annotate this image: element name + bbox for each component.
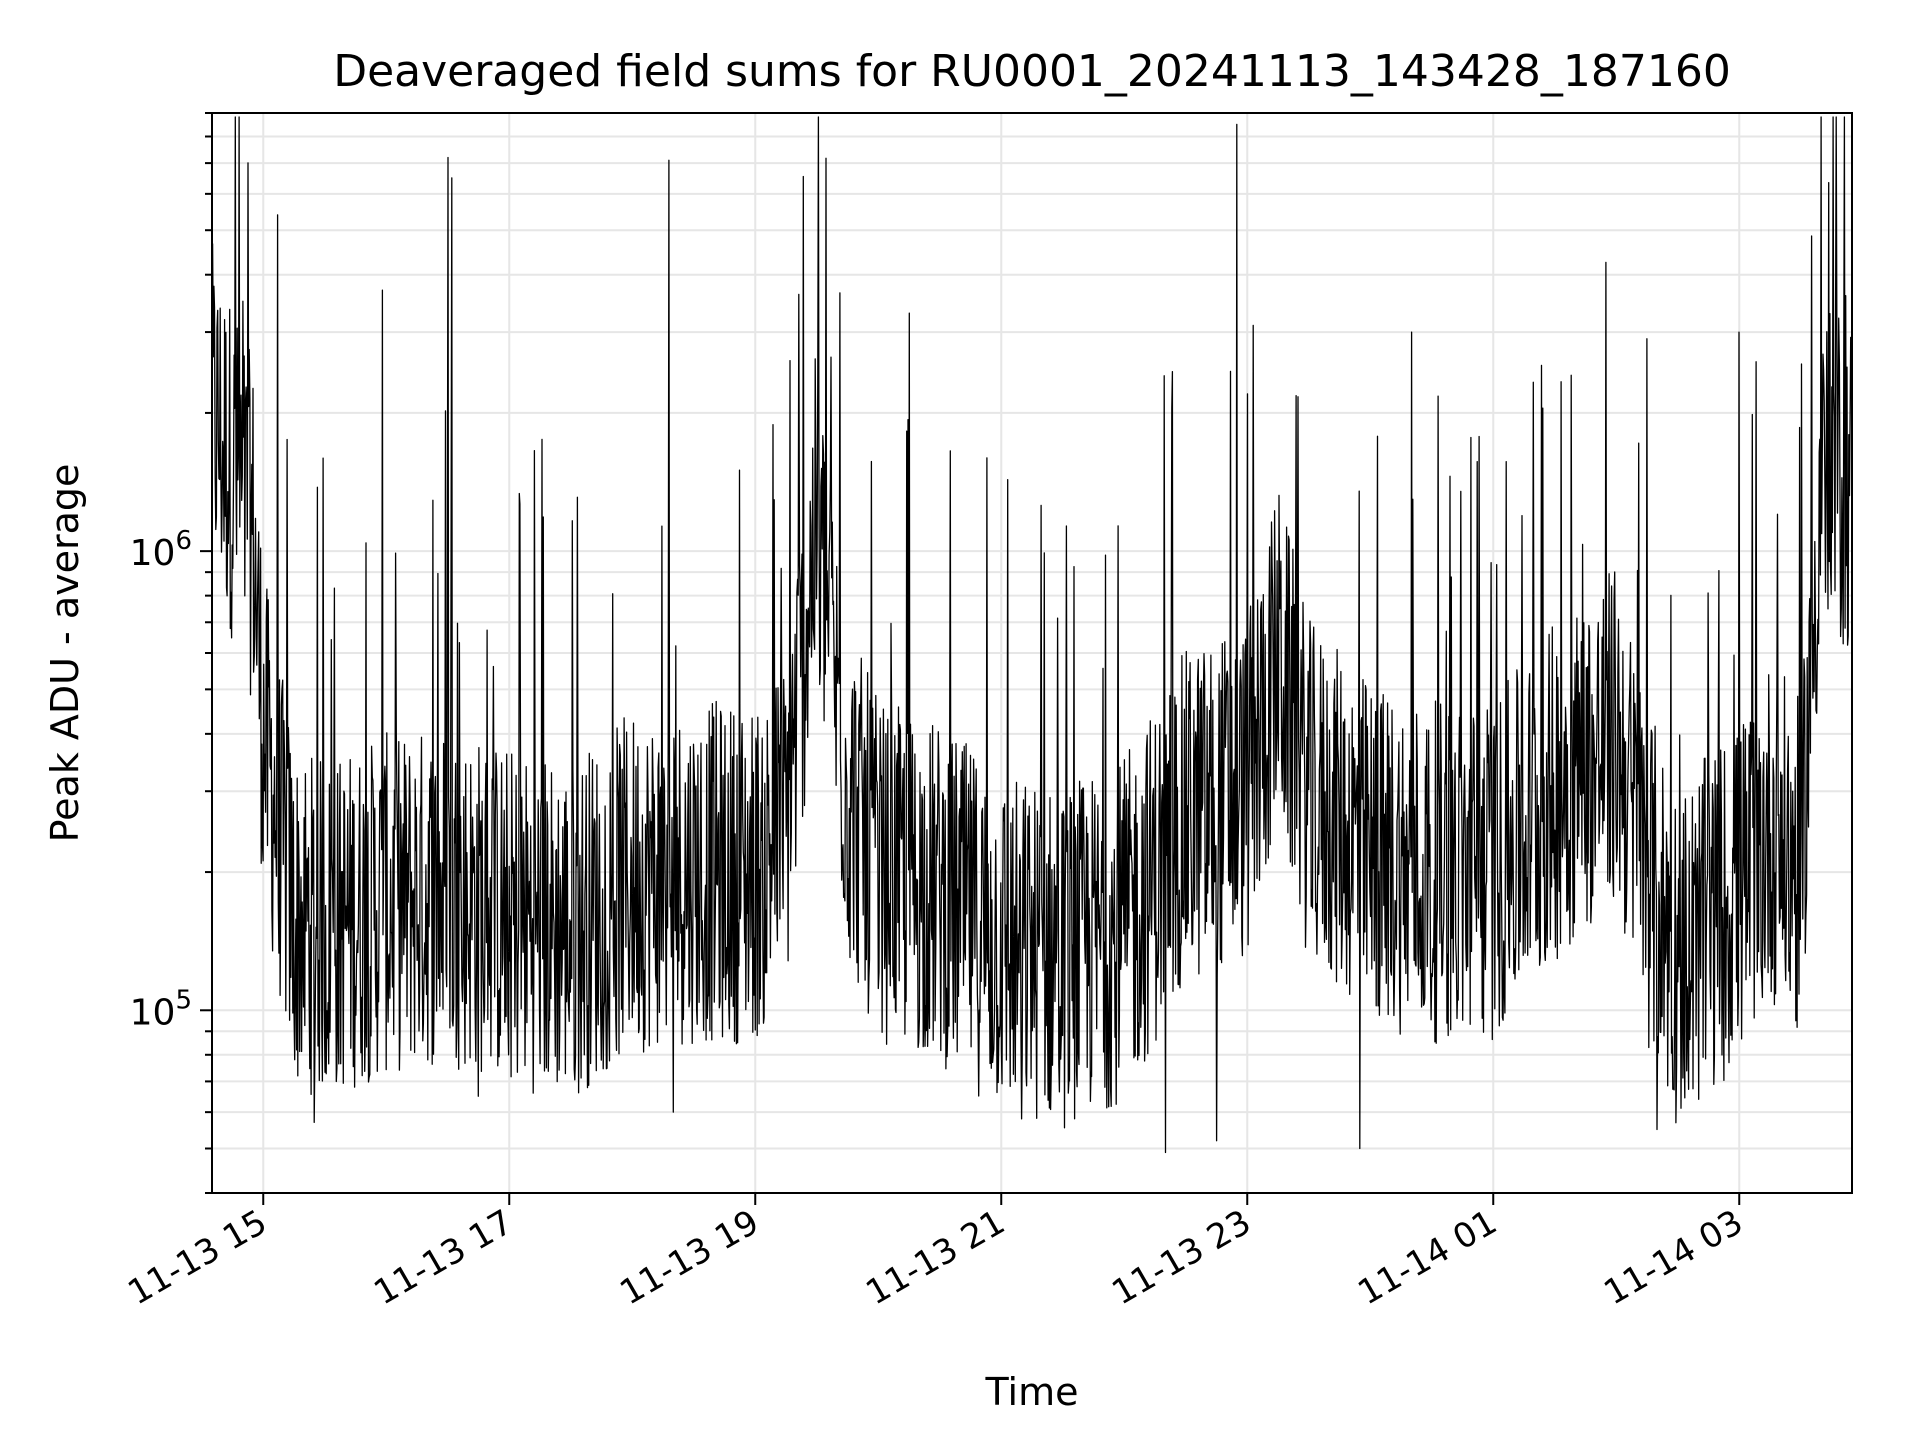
series-line — [212, 116, 1852, 1154]
y-tick-label-base: 10 — [130, 533, 176, 574]
y-tick-label-base: 10 — [130, 992, 176, 1033]
chart-title: Deaveraged field sums for RU0001_2024111… — [333, 46, 1731, 97]
series-layer — [212, 116, 1852, 1154]
y-axis-label: Peak ADU - average — [43, 464, 87, 843]
y-tick-label: 105 — [130, 985, 192, 1033]
grid — [212, 112, 1852, 1194]
y-tick-label: 106 — [130, 526, 192, 574]
y-tick-label-exponent: 6 — [175, 526, 192, 556]
y-tick-label-exponent: 5 — [175, 985, 192, 1015]
x-axis-label: Time — [985, 1370, 1079, 1414]
